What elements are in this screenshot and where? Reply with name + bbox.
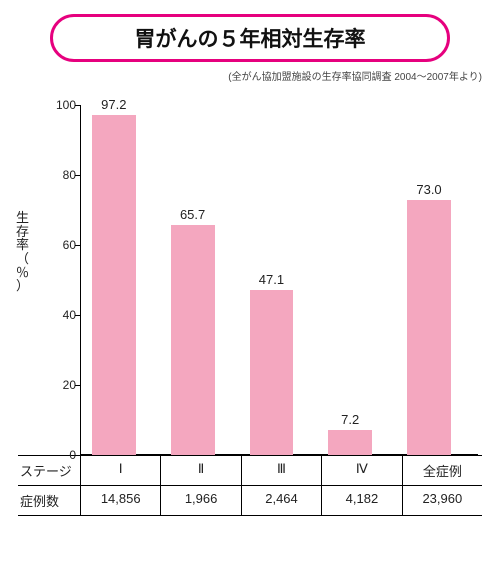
cell: Ⅳ <box>321 456 401 485</box>
bar-value-label: 97.2 <box>101 97 126 112</box>
plot-area: 02040608010097.265.747.17.273.0 <box>80 105 478 455</box>
table-row: ステージⅠⅡⅢⅣ全症例 <box>18 455 482 486</box>
y-tick-label: 0 <box>46 448 76 462</box>
stats-table: ステージⅠⅡⅢⅣ全症例症例数14,8561,9662,4644,18223,96… <box>18 455 482 516</box>
source-note: (全がん協加盟施設の生存率協同調査 2004〜2007年より) <box>0 68 500 83</box>
y-tick-label: 20 <box>46 378 76 392</box>
row-header: 症例数 <box>18 486 80 515</box>
y-axis-label-char: 率 <box>16 238 29 252</box>
y-tick-label: 100 <box>46 98 76 112</box>
bar-value-label: 7.2 <box>341 412 359 427</box>
cell: Ⅱ <box>160 456 240 485</box>
y-axis-label-char: ％ <box>16 266 29 280</box>
row-cells: 14,8561,9662,4644,18223,960 <box>80 486 482 515</box>
cell: Ⅲ <box>241 456 321 485</box>
bar-value-label: 47.1 <box>259 272 284 287</box>
bar: 7.2 <box>328 430 372 455</box>
y-tick-mark <box>75 385 80 386</box>
y-tick-mark <box>75 245 80 246</box>
bar: 73.0 <box>407 200 451 456</box>
y-axis-label-char: ） <box>16 279 29 293</box>
bar: 47.1 <box>250 290 294 455</box>
page-title: 胃がんの５年相対生存率 <box>50 14 450 62</box>
cell: 14,856 <box>80 486 160 515</box>
y-tick-mark <box>75 175 80 176</box>
cell: 23,960 <box>402 486 482 515</box>
bar-value-label: 73.0 <box>416 182 441 197</box>
bar: 65.7 <box>171 225 215 455</box>
y-axis-label-char: （ <box>16 252 29 266</box>
cell: 全症例 <box>402 456 482 485</box>
y-axis-label-char: 存 <box>16 225 29 239</box>
survival-bar-chart: 生存率（％） 02040608010097.265.747.17.273.0 <box>18 105 482 455</box>
bar: 97.2 <box>92 115 136 455</box>
y-tick-label: 80 <box>46 168 76 182</box>
row-cells: ⅠⅡⅢⅣ全症例 <box>80 456 482 485</box>
y-axis-label: 生存率（％） <box>16 211 29 293</box>
y-tick-label: 60 <box>46 238 76 252</box>
bar-value-label: 65.7 <box>180 207 205 222</box>
cell: Ⅰ <box>80 456 160 485</box>
y-tick-mark <box>75 105 80 106</box>
y-tick-mark <box>75 315 80 316</box>
y-tick-label: 40 <box>46 308 76 322</box>
y-tick-mark <box>75 455 80 456</box>
y-axis-label-char: 生 <box>16 211 29 225</box>
cell: 1,966 <box>160 486 240 515</box>
cell: 2,464 <box>241 486 321 515</box>
cell: 4,182 <box>321 486 401 515</box>
y-axis-line <box>80 105 81 455</box>
table-row: 症例数14,8561,9662,4644,18223,960 <box>18 486 482 516</box>
